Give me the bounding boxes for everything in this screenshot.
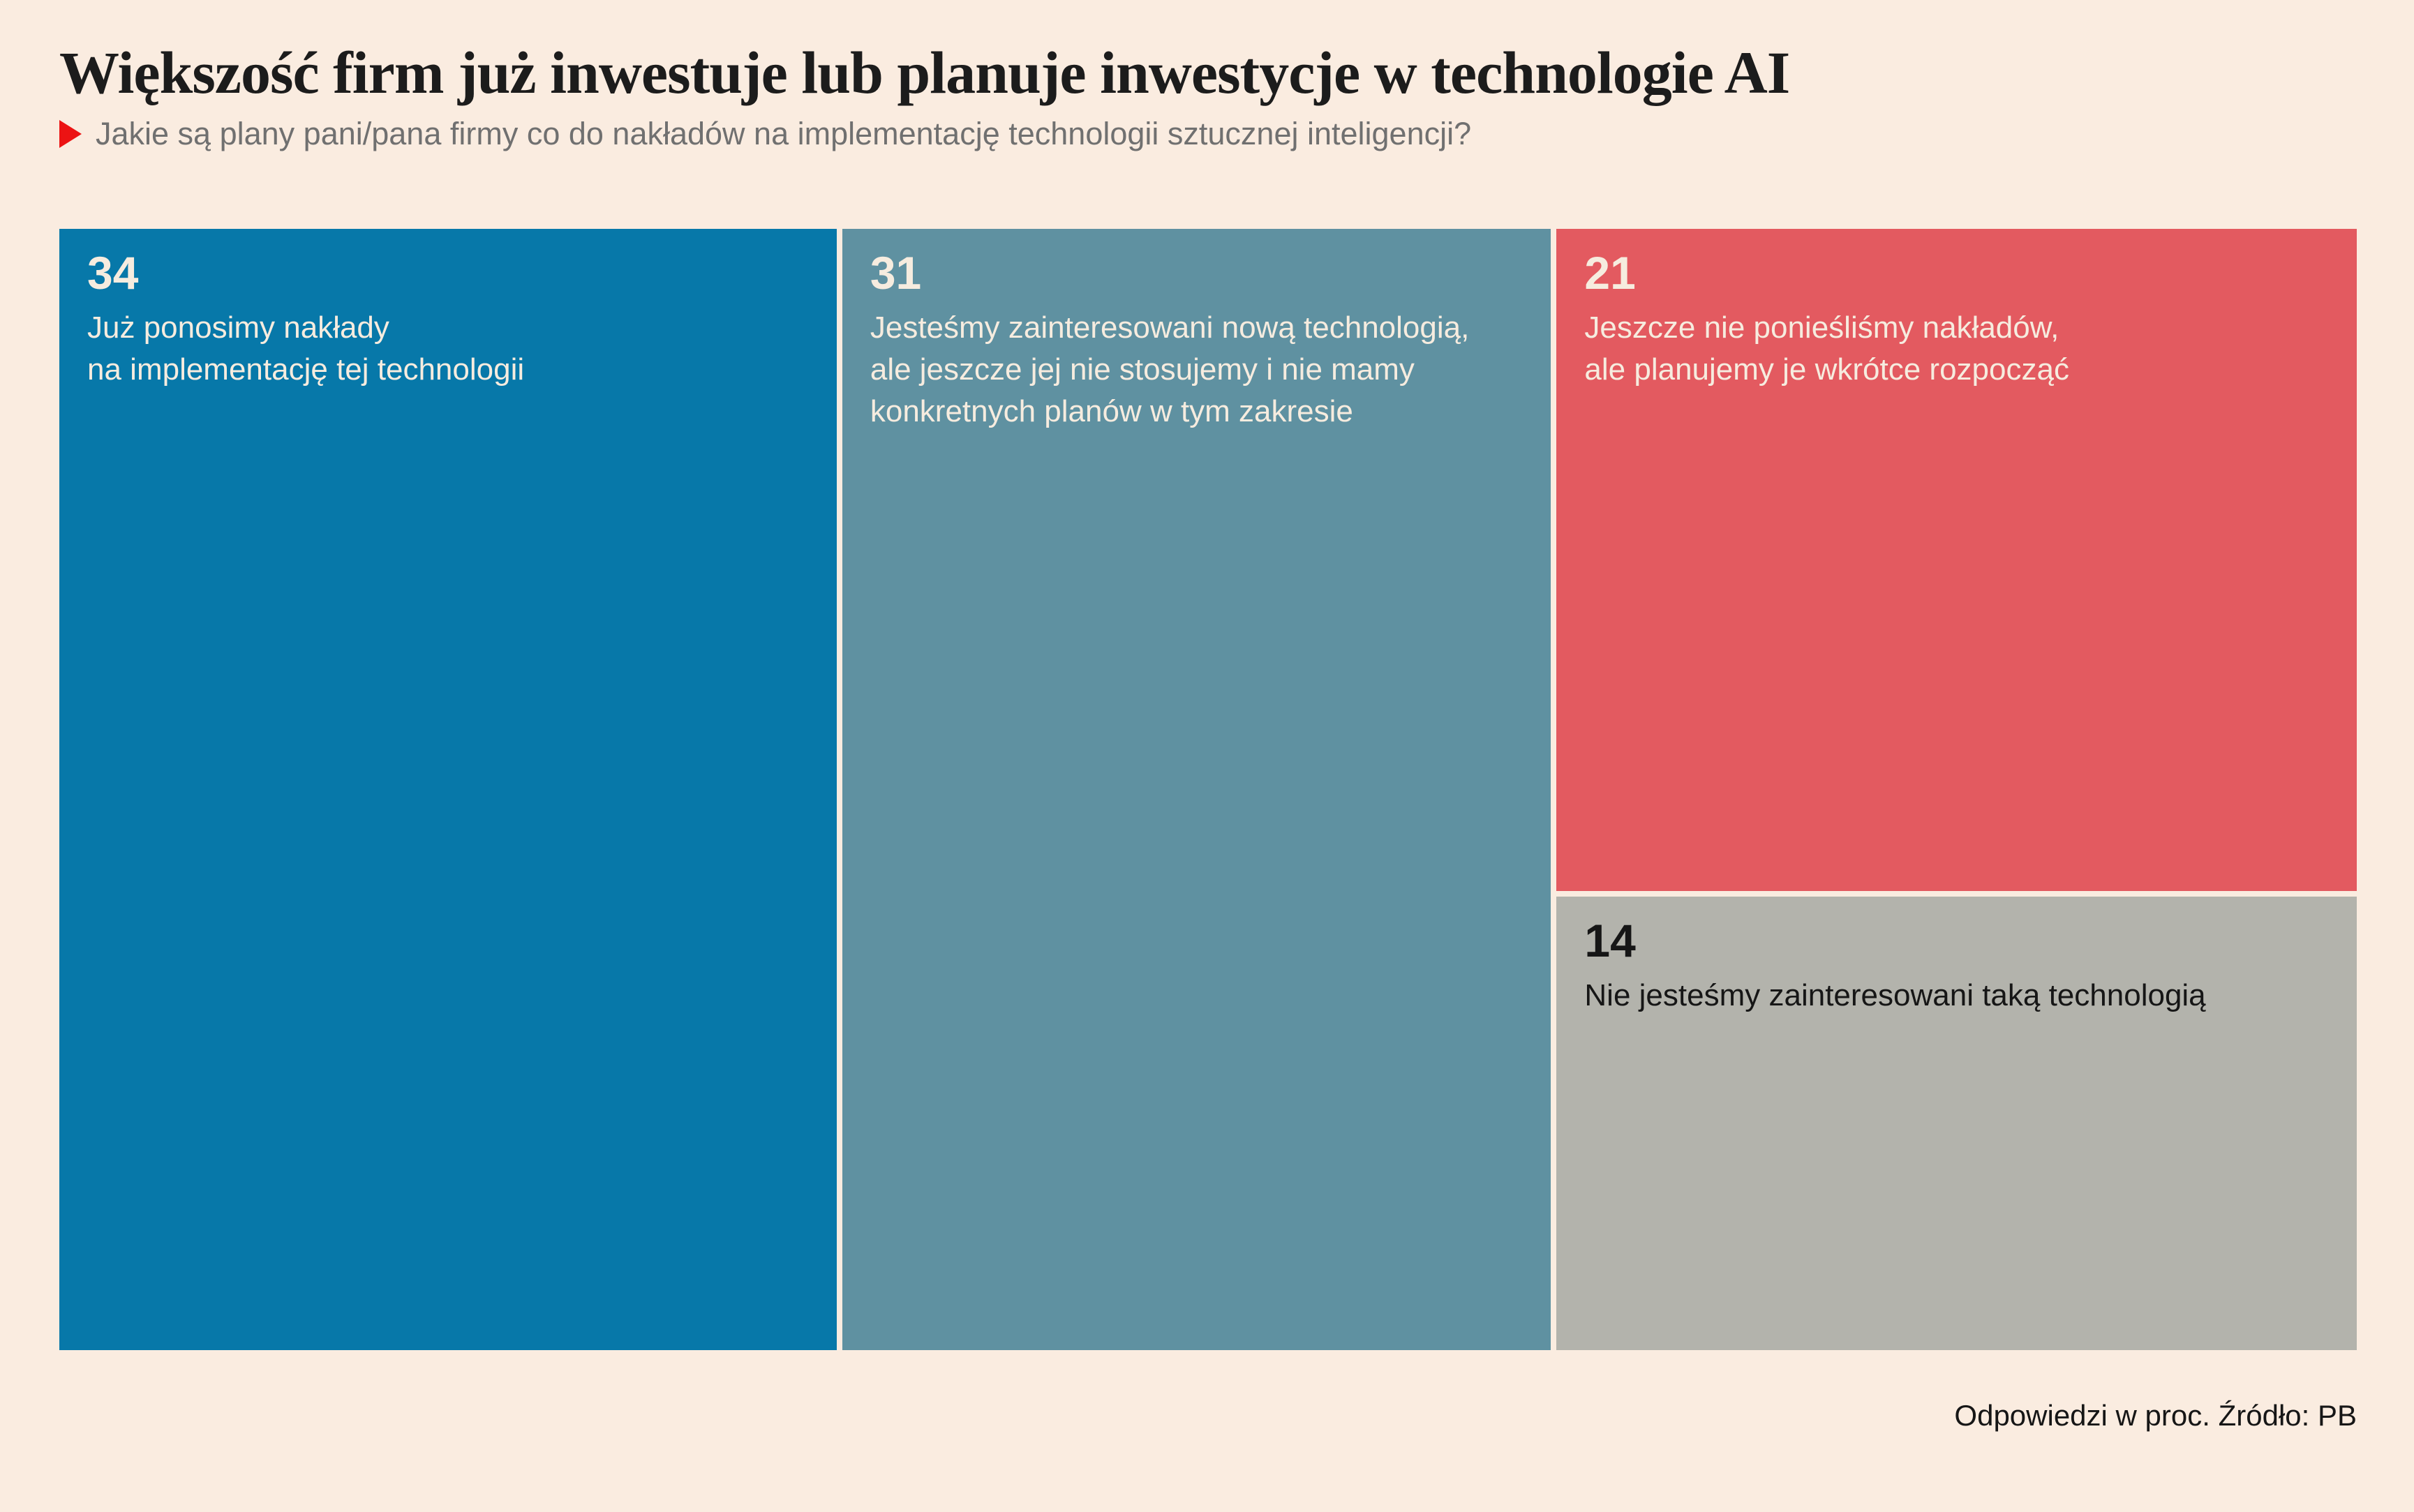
page-title: Większość firm już inwestuje lub planuje… [59,39,1790,106]
survey-question: Jakie są plany pani/pana firmy co do nak… [96,116,1472,152]
treemap-column-2: 31 Jesteśmy zainteresowani nową technolo… [842,229,1551,1351]
block-label: Jesteśmy zainteresowani nową technologią… [870,310,1470,428]
block-label: Nie jesteśmy zainteresowani taką technol… [1584,978,2206,1012]
survey-question-row: Jakie są plany pani/pana firmy co do nak… [59,116,2357,152]
source-note: Odpowiedzi w proc. Źródło: PB [1954,1399,2357,1432]
block-label: Jeszcze nie ponieśliśmy nakładów, ale pl… [1584,310,2069,387]
red-arrow-icon [59,120,82,149]
treemap-block-not-interested: 14 Nie jesteśmy zainteresowani taką tech… [1556,897,2357,1351]
treemap-block-planning-soon: 21 Jeszcze nie ponieśliśmy nakładów, ale… [1556,229,2357,892]
treemap-column-1: 34 Już ponosimy nakłady na implementację… [59,229,837,1351]
block-value: 31 [870,247,922,299]
treemap-block-already-investing: 34 Już ponosimy nakłady na implementację… [59,229,837,1351]
block-value: 21 [1584,247,1636,299]
treemap-block-interested-no-plans: 31 Jesteśmy zainteresowani nową technolo… [842,229,1551,1351]
block-value: 34 [87,247,139,299]
block-label: Już ponosimy nakłady na implementację te… [87,310,525,387]
treemap-column-3: 21 Jeszcze nie ponieśliśmy nakładów, ale… [1556,229,2357,1351]
treemap-chart: 34 Już ponosimy nakłady na implementację… [59,229,2357,1351]
block-value: 14 [1584,915,1636,967]
